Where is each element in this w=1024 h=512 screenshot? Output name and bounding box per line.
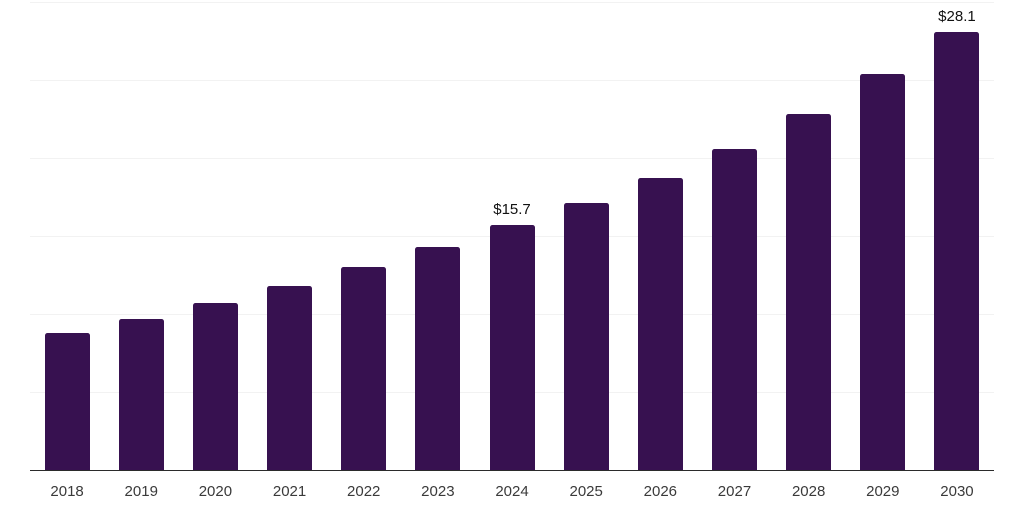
bar-2025 (563, 203, 609, 470)
bar-2021 (267, 285, 313, 470)
x-tick-label-2025: 2025 (569, 483, 603, 500)
bar-slot-2028 (772, 2, 846, 470)
bar-slot-2021 (252, 2, 326, 470)
value-label-2024: $15.7 (493, 201, 531, 219)
x-tick-label-2020: 2020 (198, 483, 233, 500)
bar-2023 (415, 246, 461, 470)
bar-2020 (192, 303, 238, 470)
x-tick-label-2021: 2021 (272, 483, 307, 500)
plot-area: $15.7 $28.1 (30, 2, 994, 470)
bar-slot-2025 (549, 2, 623, 470)
bar-slot-2019 (104, 2, 178, 470)
bar-2018 (44, 332, 90, 470)
bar-slot-2027 (697, 2, 771, 470)
x-tick-label-2030: 2030 (940, 483, 974, 500)
bar-slot-2018 (30, 2, 104, 470)
x-tick-label-2019: 2019 (124, 483, 158, 500)
x-tick-label-2018: 2018 (50, 483, 84, 500)
x-tick-label-2023: 2023 (421, 483, 455, 500)
bar-2028 (786, 114, 832, 470)
bar-2022 (341, 267, 387, 470)
x-tick-label-2027: 2027 (717, 483, 752, 500)
bar-2026 (637, 178, 683, 470)
bar-slot-2029 (846, 2, 920, 470)
bar-2024 (489, 225, 535, 470)
x-axis-tick-labels: 2018 2019 2020 2021 2022 2023 2024 2025 2026 2027… (30, 484, 994, 499)
x-tick-label-2026: 2026 (643, 483, 678, 500)
bar-slot-2024: $15.7 (475, 2, 549, 470)
bar-slot-2023 (401, 2, 475, 470)
x-tick-label-2028: 2028 (791, 483, 826, 500)
bar-2030 (934, 31, 980, 470)
x-axis-line (30, 470, 994, 471)
grid-line-20 (30, 158, 994, 159)
bar-2019 (118, 318, 164, 470)
grid-line-30 (30, 2, 994, 3)
bar-2027 (711, 148, 757, 470)
bar-slot-2030: $28.1 (920, 2, 994, 470)
value-label-2030: $28.1 (938, 7, 976, 25)
x-tick-label-2024: 2024 (495, 483, 529, 500)
bar-slot-2026 (623, 2, 697, 470)
grid-line-25 (30, 80, 994, 81)
bar-slot-2022 (327, 2, 401, 470)
bar-2029 (860, 73, 906, 470)
bar-slot-2020 (178, 2, 252, 470)
x-tick-label-2022: 2022 (347, 483, 381, 500)
x-tick-label-2029: 2029 (866, 483, 900, 500)
